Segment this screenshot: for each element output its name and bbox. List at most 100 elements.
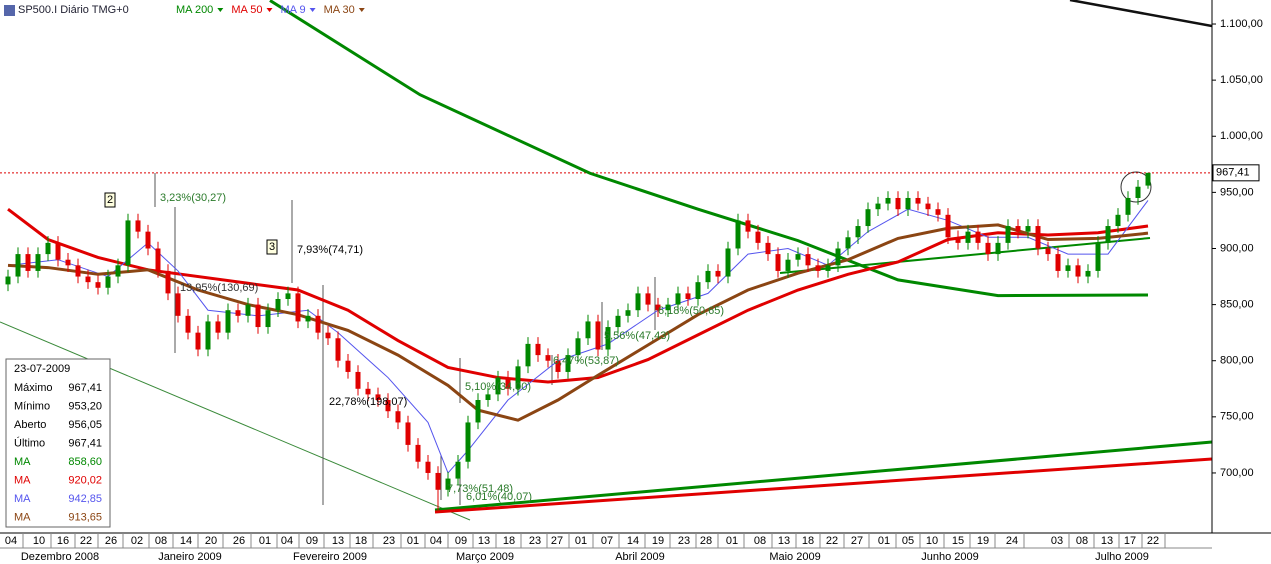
info-value: 920,02 [68, 474, 102, 486]
legend-entry[interactable]: MA 9 [281, 4, 306, 16]
info-label: MA [14, 511, 31, 523]
x-tick-label: 02 [131, 535, 143, 547]
candle-body [225, 310, 231, 333]
candle-body [1035, 226, 1041, 249]
candle-body [255, 304, 261, 328]
info-value: 956,05 [68, 419, 102, 431]
month-label: Junho 2009 [921, 551, 979, 563]
candle-body [775, 254, 781, 271]
info-label: Aberto [14, 419, 46, 431]
x-tick-label: 04 [430, 535, 442, 547]
candle-body [565, 355, 571, 372]
candle-body [455, 461, 461, 479]
candle-body [615, 315, 621, 328]
candle-body [1055, 254, 1061, 271]
trendline [434, 440, 1212, 512]
candle-body [835, 248, 841, 266]
candle-body [845, 237, 851, 249]
legend-entry[interactable]: MA 50 [231, 4, 262, 16]
x-tick-label: 10 [926, 535, 938, 547]
candle-body [375, 394, 381, 401]
candle-body [1045, 248, 1051, 255]
candle-body [365, 388, 371, 395]
candle-body [925, 203, 931, 210]
candle-body [905, 197, 911, 210]
annotation-box [266, 239, 278, 255]
x-tick-label: 18 [802, 535, 814, 547]
candle-body [395, 411, 401, 423]
info-box [5, 358, 111, 528]
cfd-icon [4, 5, 15, 16]
candle-body [305, 315, 311, 322]
info-value: 967,41 [68, 382, 102, 394]
x-tick-label: 10 [33, 535, 45, 547]
candle-body [965, 231, 971, 243]
candle-body [545, 355, 551, 361]
candle-body [385, 400, 391, 412]
month-label: Janeiro 2009 [158, 551, 222, 563]
legend-dropdown [358, 8, 365, 12]
plot-layer [0, 0, 1212, 510]
y-tick-label: 950,00 [1220, 186, 1254, 198]
x-tick-label: 01 [726, 535, 738, 547]
x-tick-label: 13 [332, 535, 344, 547]
x-tick-label: 26 [105, 535, 117, 547]
candle-body [265, 310, 271, 328]
candle-body [985, 242, 991, 255]
x-tick-label: 01 [878, 535, 890, 547]
legend-entry[interactable]: MA 200 [176, 4, 213, 16]
x-tick-label: 08 [155, 535, 167, 547]
y-tick-label: 1.000,00 [1220, 130, 1263, 142]
x-tick-label: 22 [1147, 535, 1159, 547]
candle-body [1145, 172, 1151, 186]
candle-body [755, 231, 761, 243]
candle-body [295, 293, 301, 322]
annotation: 13,95%(130,69) [180, 282, 258, 294]
candle-body [475, 400, 481, 423]
annotation: 2 [107, 194, 113, 206]
annotation: 6,18%(50,65) [658, 305, 724, 317]
candle-body [95, 282, 101, 288]
x-tick-label: 27 [851, 535, 863, 547]
x-tick-label: 23 [678, 535, 690, 547]
candle-body [655, 304, 661, 311]
candle-body [555, 360, 561, 372]
info-label: Mínimo [14, 400, 50, 412]
candle-body [885, 197, 891, 204]
candle-body [595, 321, 601, 350]
candle-body [345, 360, 351, 372]
candle-body [1015, 226, 1021, 232]
y-tick-label: 900,00 [1220, 242, 1254, 254]
legend-entry[interactable]: MA 30 [324, 4, 355, 16]
info-date: 23-07-2009 [14, 363, 70, 375]
x-tick-label: 15 [952, 535, 964, 547]
candle-body [765, 242, 771, 255]
info-value: 967,41 [68, 437, 102, 449]
legend-dropdown [217, 8, 224, 12]
highlight-circle [1120, 171, 1152, 203]
candle-body [575, 338, 581, 356]
x-tick-label: 13 [478, 535, 490, 547]
candle-body [725, 248, 731, 277]
x-tick-label: 18 [503, 535, 515, 547]
trendline [0, 321, 471, 521]
y-tick-label: 800,00 [1220, 355, 1254, 367]
x-tick-label: 19 [977, 535, 989, 547]
candle-body [785, 259, 791, 271]
candle-body [445, 478, 451, 490]
y-tick-label: 700,00 [1220, 467, 1254, 479]
candle-body [435, 472, 441, 490]
trendline [1069, 0, 1212, 28]
x-tick-label: 08 [754, 535, 766, 547]
candle-body [245, 304, 251, 316]
candle-body [195, 332, 201, 350]
trendline [779, 237, 1151, 274]
candle-body [415, 444, 421, 462]
x-tick-label: 01 [575, 535, 587, 547]
candle-body [745, 220, 751, 232]
x-tick-label: 14 [627, 535, 639, 547]
candle-body [105, 276, 111, 288]
candle-body [355, 371, 361, 389]
x-tick-label: 28 [700, 535, 712, 547]
